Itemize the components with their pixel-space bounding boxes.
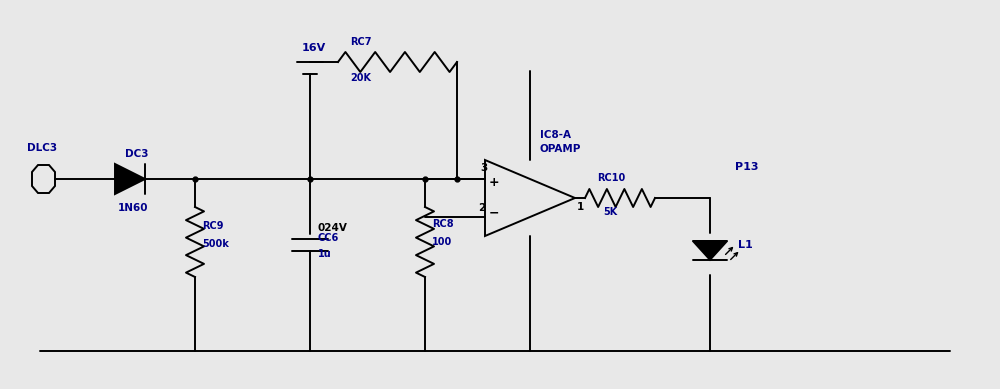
Text: 3: 3 [480, 163, 487, 173]
Text: CC6: CC6 [318, 233, 339, 243]
Text: DC3: DC3 [125, 149, 148, 159]
Text: 024V: 024V [318, 223, 348, 233]
Text: 500k: 500k [202, 239, 229, 249]
Text: RC10: RC10 [597, 173, 625, 183]
Text: 2: 2 [478, 203, 485, 213]
Text: RC8: RC8 [432, 219, 454, 229]
Text: 16V: 16V [302, 43, 326, 53]
Text: DLC3: DLC3 [27, 143, 57, 153]
Text: 100: 100 [432, 237, 452, 247]
Text: 20K: 20K [350, 73, 371, 83]
Polygon shape [115, 164, 145, 194]
Text: −: − [489, 207, 499, 220]
Text: RC7: RC7 [350, 37, 372, 47]
Text: 5K: 5K [603, 207, 617, 217]
Text: 1u: 1u [318, 249, 332, 259]
Text: L1: L1 [738, 240, 753, 250]
Polygon shape [693, 241, 727, 260]
Text: +: + [489, 176, 500, 189]
Text: OPAMP: OPAMP [540, 144, 581, 154]
Text: P13: P13 [735, 162, 759, 172]
Text: 1: 1 [577, 202, 584, 212]
Text: 1N60: 1N60 [118, 203, 148, 213]
Text: IC8-A: IC8-A [540, 130, 571, 140]
Text: RC9: RC9 [202, 221, 224, 231]
